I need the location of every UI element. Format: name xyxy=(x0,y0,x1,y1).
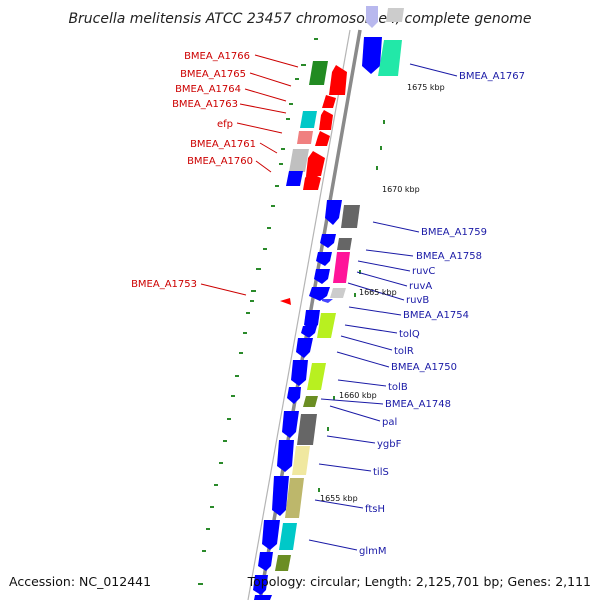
label-tolB: tolB xyxy=(388,382,408,393)
position-labels: 1675 kbp 1670 kbp 1665 kbp 1660 kbp 1655… xyxy=(320,83,445,503)
gene-BMEA_A1748 xyxy=(287,387,301,404)
label-BMEA_A1753: BMEA_A1753 xyxy=(131,279,197,290)
label-tolR: tolR xyxy=(394,346,414,357)
label-BMEA_A1760: BMEA_A1760 xyxy=(187,156,253,167)
gene-BMEA_A1750 xyxy=(296,338,313,358)
gc-content-marks xyxy=(198,38,396,585)
label-BMEA_A1764: BMEA_A1764 xyxy=(175,84,241,95)
label-BMEA_A1758: BMEA_A1758 xyxy=(416,251,482,262)
gene-BMEA_A1764 xyxy=(322,95,336,108)
label-tolQ: tolQ xyxy=(399,329,420,340)
gene-BMEA_A1760 xyxy=(286,171,303,186)
gene-ruvC xyxy=(316,252,332,266)
genome-summary-text: Topology: circular; Length: 2,125,701 bp… xyxy=(247,574,591,589)
label-ruvA: ruvA xyxy=(409,281,432,292)
gene-glmM xyxy=(262,520,280,550)
label-tilS: tilS xyxy=(373,467,389,478)
gene-BMEA_A1765 xyxy=(329,65,347,95)
label-ygbF: ygbF xyxy=(377,439,402,450)
gene-BMEA_A1766 xyxy=(309,61,328,85)
gene-tolB xyxy=(291,360,308,386)
gene-ruvB xyxy=(309,287,330,301)
label-BMEA_A1767: BMEA_A1767 xyxy=(459,71,525,82)
gene-ftsH xyxy=(272,476,289,516)
right-labels: BMEA_A1767 BMEA_A1759 BMEA_A1758 ruvC ru… xyxy=(359,71,525,557)
label-BMEA_A1759: BMEA_A1759 xyxy=(421,227,487,238)
gene-tilS xyxy=(277,440,294,472)
label-BMEA_A1761: BMEA_A1761 xyxy=(190,139,256,150)
label-ruvC: ruvC xyxy=(412,266,435,277)
label-BMEA_A1765: BMEA_A1765 xyxy=(180,69,246,80)
label-BMEA_A1748: BMEA_A1748 xyxy=(385,399,451,410)
gene-efp xyxy=(297,131,313,144)
gene-BMEA_A1759 xyxy=(325,200,342,225)
kbp-label-1665: 1665 kbp xyxy=(359,288,397,297)
map-title: Brucella melitensis ATCC 23457 chromosom… xyxy=(68,11,531,27)
label-BMEA_A1754: BMEA_A1754 xyxy=(403,310,469,321)
forward-strand-genes xyxy=(280,61,347,305)
gene-BMEA_A1763 xyxy=(300,111,317,128)
label-ftsH: ftsH xyxy=(365,504,385,515)
gene-partial-top xyxy=(366,6,378,28)
left-labels: BMEA_A1766 BMEA_A1765 BMEA_A1764 BMEA_A1… xyxy=(131,51,256,290)
gene-pal xyxy=(282,411,299,438)
label-BMEA_A1750: BMEA_A1750 xyxy=(391,362,457,373)
kbp-label-1660: 1660 kbp xyxy=(339,391,377,400)
kbp-label-1655: 1655 kbp xyxy=(320,494,358,503)
gene-tolR xyxy=(301,326,317,338)
left-leader-lines xyxy=(200,54,299,296)
label-pal: pal xyxy=(382,417,397,428)
gene-ruvA xyxy=(314,269,330,284)
gene-BMEA_A1754 xyxy=(322,299,333,303)
accession-text: Accession: NC_012441 xyxy=(9,574,151,589)
gene-ygbF xyxy=(297,414,317,445)
reverse-strand-genes xyxy=(253,6,404,600)
kbp-label-1670: 1670 kbp xyxy=(382,185,420,194)
label-BMEA_A1766: BMEA_A1766 xyxy=(184,51,250,62)
label-glmM: glmM xyxy=(359,546,387,557)
gene-tolQ xyxy=(304,310,320,330)
kbp-label-1675: 1675 kbp xyxy=(407,83,445,92)
label-efp: efp xyxy=(217,119,233,130)
gene-BMEA_A1761 xyxy=(289,149,309,172)
label-BMEA_A1763: BMEA_A1763 xyxy=(172,99,238,110)
right-leader-lines xyxy=(308,63,458,551)
label-ruvB: ruvB xyxy=(406,295,429,306)
gene-BMEA_A1767 xyxy=(362,37,382,74)
gene-BMEA_A1753 xyxy=(280,298,291,305)
gene-BMEA_A1758 xyxy=(320,234,336,248)
